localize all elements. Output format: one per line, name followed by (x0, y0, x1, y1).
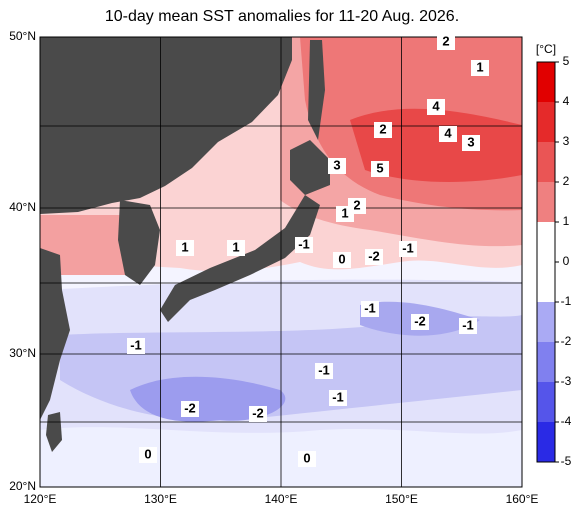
colorbar-segment (537, 262, 555, 302)
graticule (40, 37, 522, 487)
colorbar-tick-label: 4 (563, 94, 570, 108)
contour-label: 2 (379, 121, 386, 136)
colorbar-segment (537, 182, 555, 222)
contour-label: -1 (462, 317, 474, 332)
y-tick-label: 30°N (9, 346, 36, 360)
contour-label-bg (365, 249, 383, 265)
contour-label-bg (249, 406, 267, 422)
colorbar-tick-label: -1 (561, 294, 572, 308)
contour-label: -2 (414, 313, 426, 328)
contour-label: 2 (442, 33, 449, 48)
colorbar-segment (537, 422, 555, 462)
contour-label: -1 (298, 236, 310, 251)
contour-label: -2 (252, 405, 264, 420)
colorbar-segment (537, 382, 555, 422)
contour-label: 2 (353, 197, 360, 212)
contour-label: 1 (181, 239, 188, 254)
contour-label: -2 (368, 248, 380, 263)
colorbar-segment (537, 62, 555, 102)
contour-label-bg (411, 314, 429, 330)
colorbar-segment (537, 222, 555, 262)
colorbar-tick-label: 5 (563, 54, 570, 68)
map-title: 10-day mean SST anomalies for 11-20 Aug.… (105, 8, 459, 25)
x-tick-label: 160°E (506, 492, 539, 506)
x-tick-label: 120°E (24, 492, 57, 506)
colorbar-tick-label: 3 (563, 134, 570, 148)
contour-label-bg (427, 99, 445, 115)
x-tick-label: 140°E (265, 492, 298, 506)
colorbar-unit: [°C] (536, 42, 556, 56)
contour-label-bg (437, 34, 455, 50)
contour-label: 4 (444, 125, 452, 140)
contour-label-bg (374, 122, 392, 138)
contour-label: -1 (364, 300, 376, 315)
colorbar-segment (537, 342, 555, 382)
contour-label-bg (181, 401, 199, 417)
contour-label-bg (295, 237, 313, 253)
colorbar-tick-label: 1 (563, 214, 570, 228)
contour-label-bg (139, 447, 157, 463)
contour-label-bg (336, 206, 354, 222)
y-tick-label: 40°N (9, 200, 36, 214)
colorbar-segment (537, 142, 555, 182)
colorbar-tick-label: -2 (561, 334, 572, 348)
contour-label-bg (298, 451, 316, 467)
contour-label-bg (127, 338, 145, 354)
contour-label: 4 (432, 98, 440, 113)
colorbar-tick-label: 0 (563, 254, 570, 268)
contour-label: 5 (376, 160, 383, 175)
colorbar-segment (537, 302, 555, 342)
contour-label: -1 (402, 240, 414, 255)
contour-label: 1 (341, 205, 348, 220)
contour-label: 1 (476, 59, 483, 74)
colorbar-tick-label: -3 (561, 374, 572, 388)
y-tick-label: 50°N (9, 29, 36, 43)
contour-label: -1 (318, 362, 330, 377)
contour-label: -1 (332, 389, 344, 404)
contour-label-bg (329, 390, 347, 406)
contour-label-bg (471, 60, 489, 76)
x-tick-label: 150°E (385, 492, 418, 506)
contour-label-bg (371, 161, 389, 177)
contour-label-bg (333, 252, 351, 268)
contour-label: 0 (338, 251, 345, 266)
colorbar-tick-label: -5 (561, 454, 572, 468)
colorbar-tick-label: -4 (561, 414, 572, 428)
colorbar-tick-label: 2 (563, 174, 570, 188)
contour-label: 0 (303, 450, 310, 465)
contour-label: -1 (130, 337, 142, 352)
contour-label: 3 (333, 157, 340, 172)
contour-label: -2 (184, 400, 196, 415)
contour-label-bg (315, 363, 333, 379)
map-frame (39, 36, 523, 488)
x-tick-label: 130°E (144, 492, 177, 506)
y-tick-label: 20°N (9, 479, 36, 493)
colorbar-segment (537, 102, 555, 142)
contour-label-bg (439, 126, 457, 142)
contour-label-bg (176, 240, 194, 256)
contour-label: 1 (232, 239, 239, 254)
contour-label-bg (459, 318, 477, 334)
contour-label-bg (399, 241, 417, 257)
contour-label-bg (227, 240, 245, 256)
contour-label-bg (328, 158, 346, 174)
contour-label: 0 (144, 446, 151, 461)
contour-label-bg (462, 135, 480, 151)
contour-label-bg (361, 301, 379, 317)
contour-label: 3 (467, 134, 474, 149)
